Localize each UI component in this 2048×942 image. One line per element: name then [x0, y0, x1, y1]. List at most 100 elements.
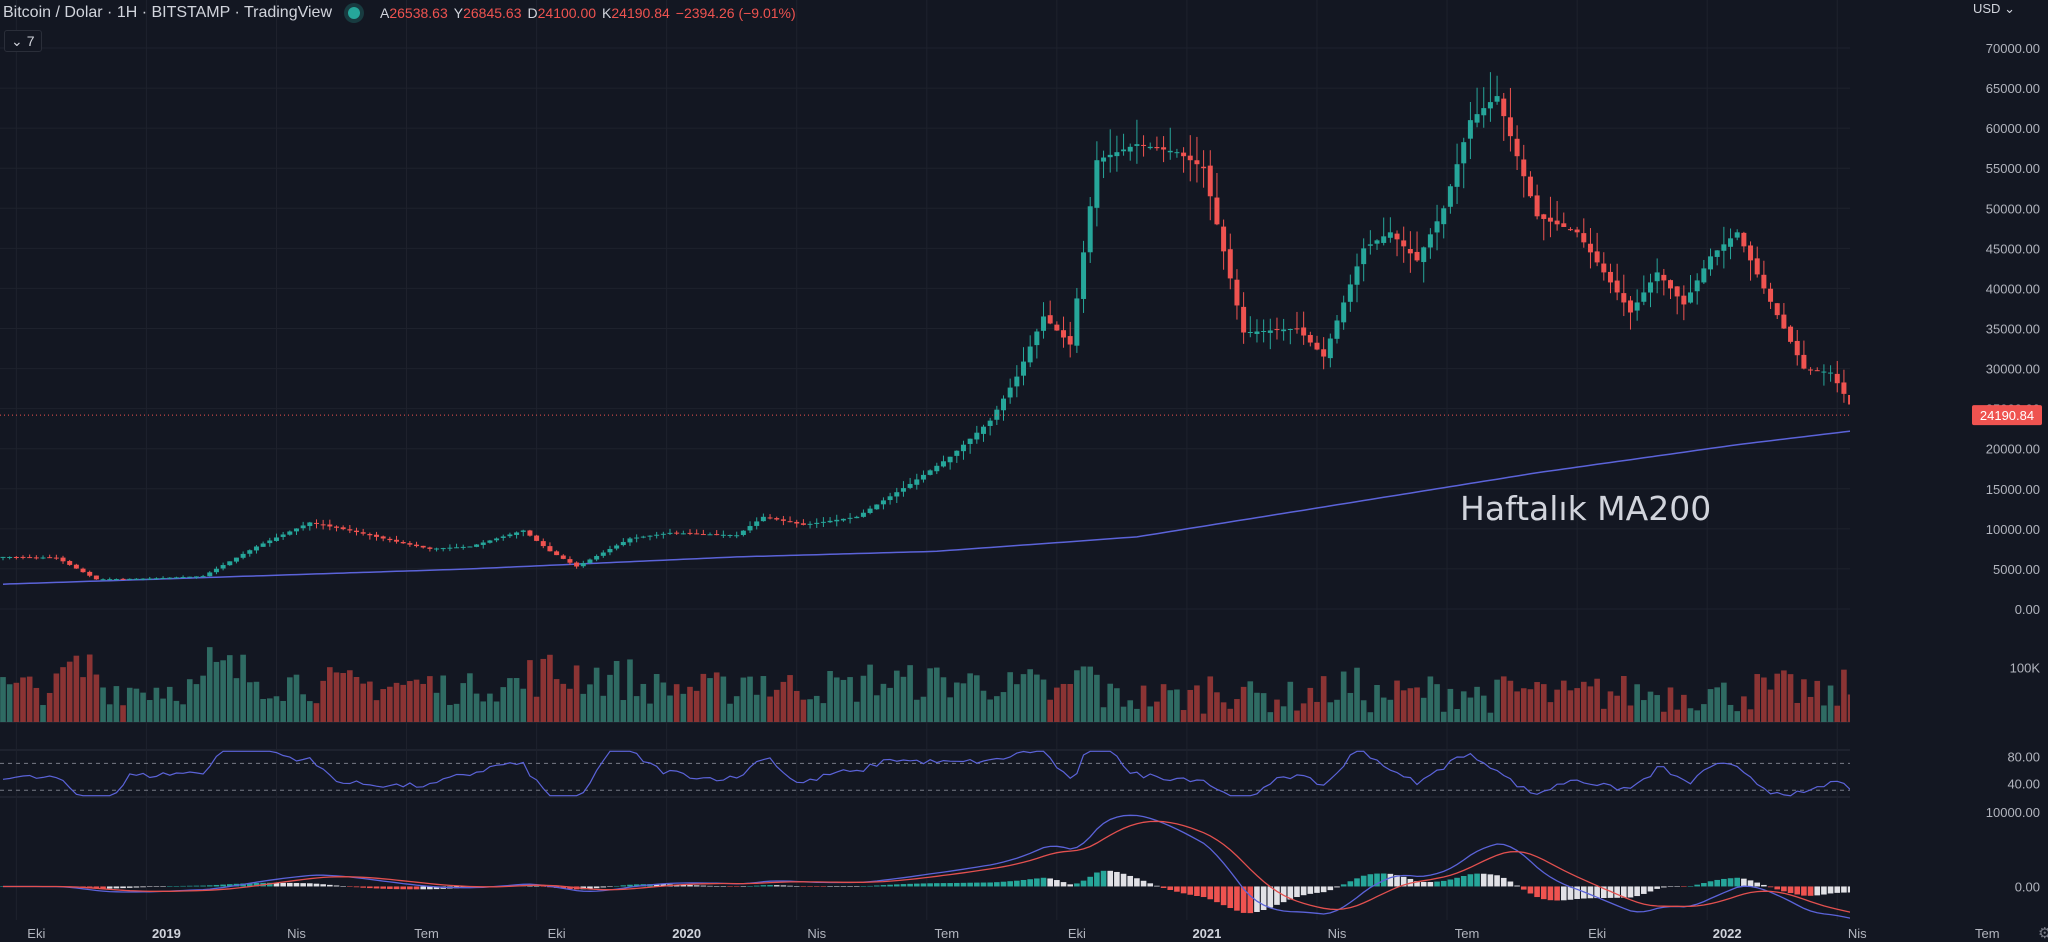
volume-bar: [140, 692, 146, 722]
candle-body: [1374, 240, 1380, 244]
rsi-tick-label: 40.00: [2007, 777, 2040, 792]
candle-body: [1054, 324, 1060, 331]
price-tick-label: 0.00: [2015, 602, 2040, 617]
macd-histogram-bar: [753, 885, 760, 887]
time-tick-label: 2020: [672, 926, 701, 941]
macd-histogram-bar: [560, 886, 567, 889]
price-tick-label: 30000.00: [1986, 362, 2040, 377]
volume-bar: [660, 682, 667, 722]
candle-body: [1661, 274, 1667, 281]
macd-histogram-bar: [700, 885, 707, 887]
candle-body: [727, 535, 733, 537]
macd-histogram-bar: [280, 882, 286, 887]
macd-histogram-bar: [420, 886, 427, 890]
volume-bar: [1387, 699, 1394, 722]
candle-body: [1674, 286, 1680, 297]
macd-histogram-bar: [273, 882, 280, 887]
gear-icon[interactable]: ⚙: [2038, 925, 2048, 942]
volume-bar: [380, 689, 386, 722]
currency-selector[interactable]: USD ⌄: [1973, 1, 2015, 17]
rsi-layer: [0, 750, 1858, 797]
candle-body: [73, 564, 79, 569]
volume-bar: [1120, 706, 1127, 722]
macd-histogram-bar: [1074, 883, 1080, 887]
candle-body: [1788, 326, 1794, 342]
candle-body: [240, 553, 246, 558]
volume-bar: [1034, 674, 1040, 722]
candle-body: [900, 488, 906, 492]
macd-histogram-bar: [1080, 880, 1087, 887]
symbol-title[interactable]: Bitcoin / Dolar · 1H · BITSTAMP · Tradin…: [3, 4, 332, 21]
candle-body: [980, 426, 986, 434]
volume-bar: [560, 683, 567, 722]
macd-histogram-bar: [987, 882, 993, 887]
candle-body: [1114, 152, 1120, 157]
volume-bar: [1407, 688, 1414, 722]
volume-bar: [1047, 699, 1053, 722]
macd-histogram-bar: [1314, 886, 1320, 893]
candle-body: [1007, 387, 1013, 398]
macd-histogram-bar: [773, 885, 780, 887]
candle-body: [874, 504, 880, 510]
volume-bar: [1107, 683, 1114, 722]
macd-histogram-bar: [1554, 886, 1560, 901]
candle-body: [1534, 195, 1540, 217]
candle-body: [207, 572, 213, 577]
candle-body: [394, 539, 400, 542]
macd-histogram-bar: [373, 886, 380, 889]
macd-histogram-bar: [974, 882, 980, 887]
macd-histogram-bar: [1327, 886, 1334, 891]
candle-body: [914, 479, 920, 485]
candle-body: [1367, 244, 1373, 246]
macd-histogram-bar: [160, 886, 166, 887]
legend-header: Bitcoin / Dolar · 1H · BITSTAMP · Tradin…: [0, 0, 796, 26]
volume-bar: [340, 673, 346, 722]
volume-bar: [700, 673, 707, 722]
candle-body: [1314, 342, 1320, 350]
candle-body: [1214, 197, 1220, 225]
volume-bar: [1354, 667, 1360, 722]
macd-histogram-bar: [1354, 878, 1360, 887]
macd-histogram-bar: [1721, 878, 1727, 887]
macd-histogram-bar: [1794, 886, 1801, 895]
candle-body: [1194, 160, 1200, 165]
candle-body: [1708, 256, 1714, 270]
indicators-toggle-button[interactable]: ⌄ 7: [4, 30, 42, 52]
volume-bar: [1060, 683, 1067, 722]
macd-histogram-bar: [1294, 886, 1300, 898]
macd-histogram-bar: [1761, 884, 1767, 887]
candle-body: [1834, 373, 1840, 384]
volume-bar: [1054, 687, 1060, 722]
price-axis[interactable]: 0.005000.0010000.0015000.0020000.0025000…: [1850, 0, 2048, 942]
candle-body: [620, 541, 626, 546]
candle-body: [854, 516, 860, 519]
candle-body: [153, 578, 159, 580]
candles-layer[interactable]: [0, 72, 1860, 581]
volume-bar: [146, 700, 153, 722]
candle-body: [60, 557, 66, 562]
price-axis-bg: [1850, 0, 2048, 942]
volume-bar: [680, 693, 687, 722]
price-tick-label: 60000.00: [1986, 121, 2040, 136]
macd-histogram-bar: [1394, 875, 1400, 887]
time-tick-label: Eki: [548, 926, 566, 941]
change-value: −2394.26 (−9.01%): [675, 5, 796, 21]
macd-histogram-bar: [880, 885, 887, 887]
candle-body: [1161, 147, 1167, 150]
candle-body: [614, 545, 620, 549]
volume-bar: [1774, 673, 1781, 722]
macd-histogram-bar: [1574, 886, 1580, 899]
volume-bar: [333, 672, 340, 722]
time-axis[interactable]: Eki 2019 Nis Tem Eki 2020 Nis Tem Eki 2021 Nis Tem E…: [27, 926, 1999, 941]
volume-bar: [1601, 708, 1607, 722]
volume-bar: [293, 674, 300, 722]
candle-body: [1761, 274, 1767, 289]
macd-histogram-bar: [93, 886, 100, 889]
macd-histogram-bar: [720, 886, 727, 887]
price-tick-label: 70000.00: [1986, 41, 2040, 56]
volume-bar: [1367, 712, 1374, 722]
candle-body: [927, 470, 933, 475]
candle-body: [860, 512, 866, 517]
macd-histogram-bar: [1287, 886, 1294, 900]
